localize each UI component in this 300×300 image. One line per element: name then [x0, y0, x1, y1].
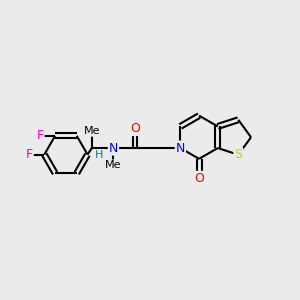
Text: F: F [26, 148, 33, 161]
Text: H: H [94, 150, 103, 160]
Text: N: N [176, 142, 185, 154]
Text: Me: Me [84, 126, 100, 136]
Text: O: O [130, 122, 140, 135]
Text: O: O [194, 172, 204, 185]
Text: F: F [37, 129, 44, 142]
Text: Me: Me [105, 160, 122, 170]
Text: S: S [234, 148, 242, 161]
Text: N: N [109, 142, 118, 154]
